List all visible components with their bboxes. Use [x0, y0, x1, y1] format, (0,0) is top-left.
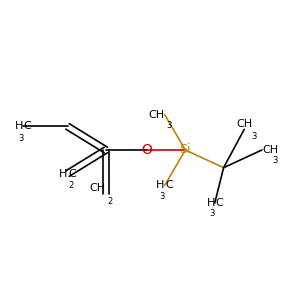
Text: C: C	[165, 180, 173, 190]
Text: 3: 3	[166, 121, 172, 130]
Text: 3: 3	[209, 209, 215, 218]
Text: 3: 3	[18, 134, 23, 143]
Text: H: H	[15, 122, 23, 131]
Text: C: C	[215, 198, 223, 208]
Text: 3: 3	[252, 132, 257, 141]
Text: H: H	[156, 180, 165, 190]
Text: Si: Si	[180, 143, 191, 157]
Text: CH: CH	[236, 119, 252, 129]
Text: 2: 2	[68, 181, 74, 190]
Text: C: C	[68, 169, 76, 178]
Text: CH: CH	[262, 145, 278, 155]
Text: H: H	[59, 169, 68, 178]
Text: H: H	[206, 198, 215, 208]
Text: 2: 2	[107, 197, 112, 206]
Text: 3: 3	[272, 157, 278, 166]
Text: CH: CH	[90, 183, 106, 193]
Text: O: O	[142, 143, 152, 157]
Text: CH: CH	[148, 110, 165, 120]
Text: 3: 3	[159, 192, 165, 201]
Text: C: C	[24, 122, 32, 131]
